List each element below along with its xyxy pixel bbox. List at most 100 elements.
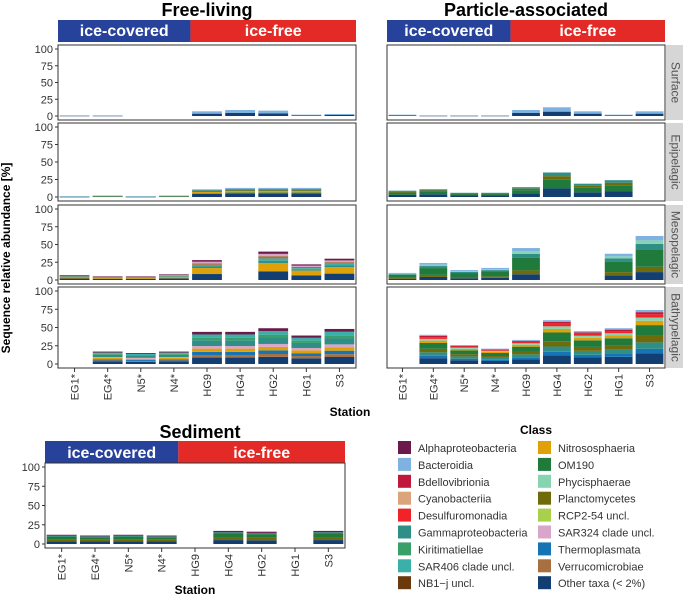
bar-segment xyxy=(291,335,322,338)
bar-segment xyxy=(573,335,602,338)
bar-segment xyxy=(125,355,156,356)
bar-segment xyxy=(92,115,123,116)
bar-segment xyxy=(291,189,322,191)
bar-segment xyxy=(604,253,633,257)
x-tick-label: HG4 xyxy=(223,554,235,577)
bar-segment xyxy=(213,530,244,533)
bar-segment xyxy=(92,277,123,279)
legend-swatch xyxy=(398,491,411,505)
y-tick-label: 50 xyxy=(41,323,53,335)
y-tick-label: 75 xyxy=(41,140,53,152)
bar-segment xyxy=(192,264,222,267)
bar-segment xyxy=(635,348,664,354)
bar-segment xyxy=(246,534,277,538)
bar-segment xyxy=(542,323,571,327)
bar-segment xyxy=(92,351,123,353)
bar-segment xyxy=(419,266,448,269)
bar-segment xyxy=(291,268,322,270)
bar-segment xyxy=(450,115,479,117)
bar-segment xyxy=(512,346,540,352)
bar-segment xyxy=(450,273,479,278)
depth-strip xyxy=(666,287,683,368)
x-tick-label: N5* xyxy=(459,373,471,392)
legend-swatch xyxy=(538,474,551,488)
x-axis-label: Station xyxy=(330,405,371,419)
bar-segment xyxy=(192,340,222,347)
bar-segment xyxy=(419,337,448,339)
bar-segment xyxy=(146,536,177,538)
facet-panel xyxy=(57,44,357,121)
bar-segment xyxy=(324,263,355,266)
bar-segment xyxy=(481,192,510,194)
bar-segment xyxy=(46,535,77,537)
bar-segment xyxy=(604,258,633,262)
x-tick-label: S3 xyxy=(645,374,657,387)
legend-label: Bdellovibrionia xyxy=(418,477,490,489)
x-tick-label: HG1 xyxy=(614,374,626,397)
bar-segment xyxy=(450,354,479,357)
bar-segment xyxy=(419,194,448,197)
bar-segment xyxy=(46,534,77,536)
bar-segment xyxy=(542,111,571,116)
bar-segment xyxy=(225,189,256,191)
bar-segment xyxy=(450,358,479,361)
bar-segment xyxy=(258,192,289,194)
bar-segment xyxy=(450,356,479,359)
bar-segment xyxy=(258,350,289,354)
bar-segment xyxy=(635,266,664,273)
legend-swatch xyxy=(398,508,411,522)
bar-segment xyxy=(225,340,256,347)
ice-free-label: ice-free xyxy=(233,445,290,462)
ice-free-label: ice-free xyxy=(559,23,616,40)
bar-segment xyxy=(192,193,222,194)
bar-segment xyxy=(573,331,602,333)
bar-segment xyxy=(313,533,344,538)
bar-segment xyxy=(258,251,289,254)
bar-segment xyxy=(324,113,355,115)
bar-segment xyxy=(258,190,289,192)
ice-covered-strip xyxy=(58,20,191,42)
ice-covered-label: ice-covered xyxy=(80,23,169,40)
bar-segment xyxy=(419,342,448,349)
bar-segment xyxy=(246,537,277,541)
x-tick-label: HG2 xyxy=(268,374,280,397)
depth-strip xyxy=(666,45,683,120)
bar-segment xyxy=(573,113,602,116)
bar-segment xyxy=(258,191,289,193)
bar-segment xyxy=(324,335,355,339)
bar-segment xyxy=(158,361,189,364)
bar-segment xyxy=(59,275,90,277)
bar-segment xyxy=(481,357,510,360)
depth-label: Surface xyxy=(668,62,682,104)
bar-segment xyxy=(512,112,540,116)
bar-segment xyxy=(92,357,123,359)
bar-segment xyxy=(125,196,156,197)
bar-segment xyxy=(388,194,417,197)
bar-segment xyxy=(512,187,540,189)
bar-segment xyxy=(542,346,571,352)
bar-segment xyxy=(419,191,448,195)
x-tick-label: S3 xyxy=(334,374,346,387)
bar-segment xyxy=(125,278,156,280)
legend-swatch xyxy=(538,525,551,539)
legend-label: SAR406 clade uncl. xyxy=(418,561,515,573)
bar-segment xyxy=(313,537,344,541)
y-tick-label: 0 xyxy=(34,539,40,551)
legend-label: Bacteroidia xyxy=(418,460,474,472)
legend-swatch xyxy=(538,542,551,556)
bar-segment xyxy=(604,275,633,280)
legend-swatch xyxy=(398,542,411,556)
y-tick-label: 100 xyxy=(35,204,53,216)
bar-segment xyxy=(192,348,222,352)
bar-segment xyxy=(113,536,144,540)
depth-strip xyxy=(666,205,683,284)
x-tick-label: N4* xyxy=(157,553,169,572)
bar-segment xyxy=(419,340,448,343)
panel-title: Free-living xyxy=(161,0,252,20)
bar-segment xyxy=(635,325,664,336)
bar-segment xyxy=(604,333,633,336)
bar-segment xyxy=(291,342,322,349)
bar-segment xyxy=(604,338,633,346)
bar-segment xyxy=(313,540,344,544)
legend-swatch xyxy=(538,576,551,590)
